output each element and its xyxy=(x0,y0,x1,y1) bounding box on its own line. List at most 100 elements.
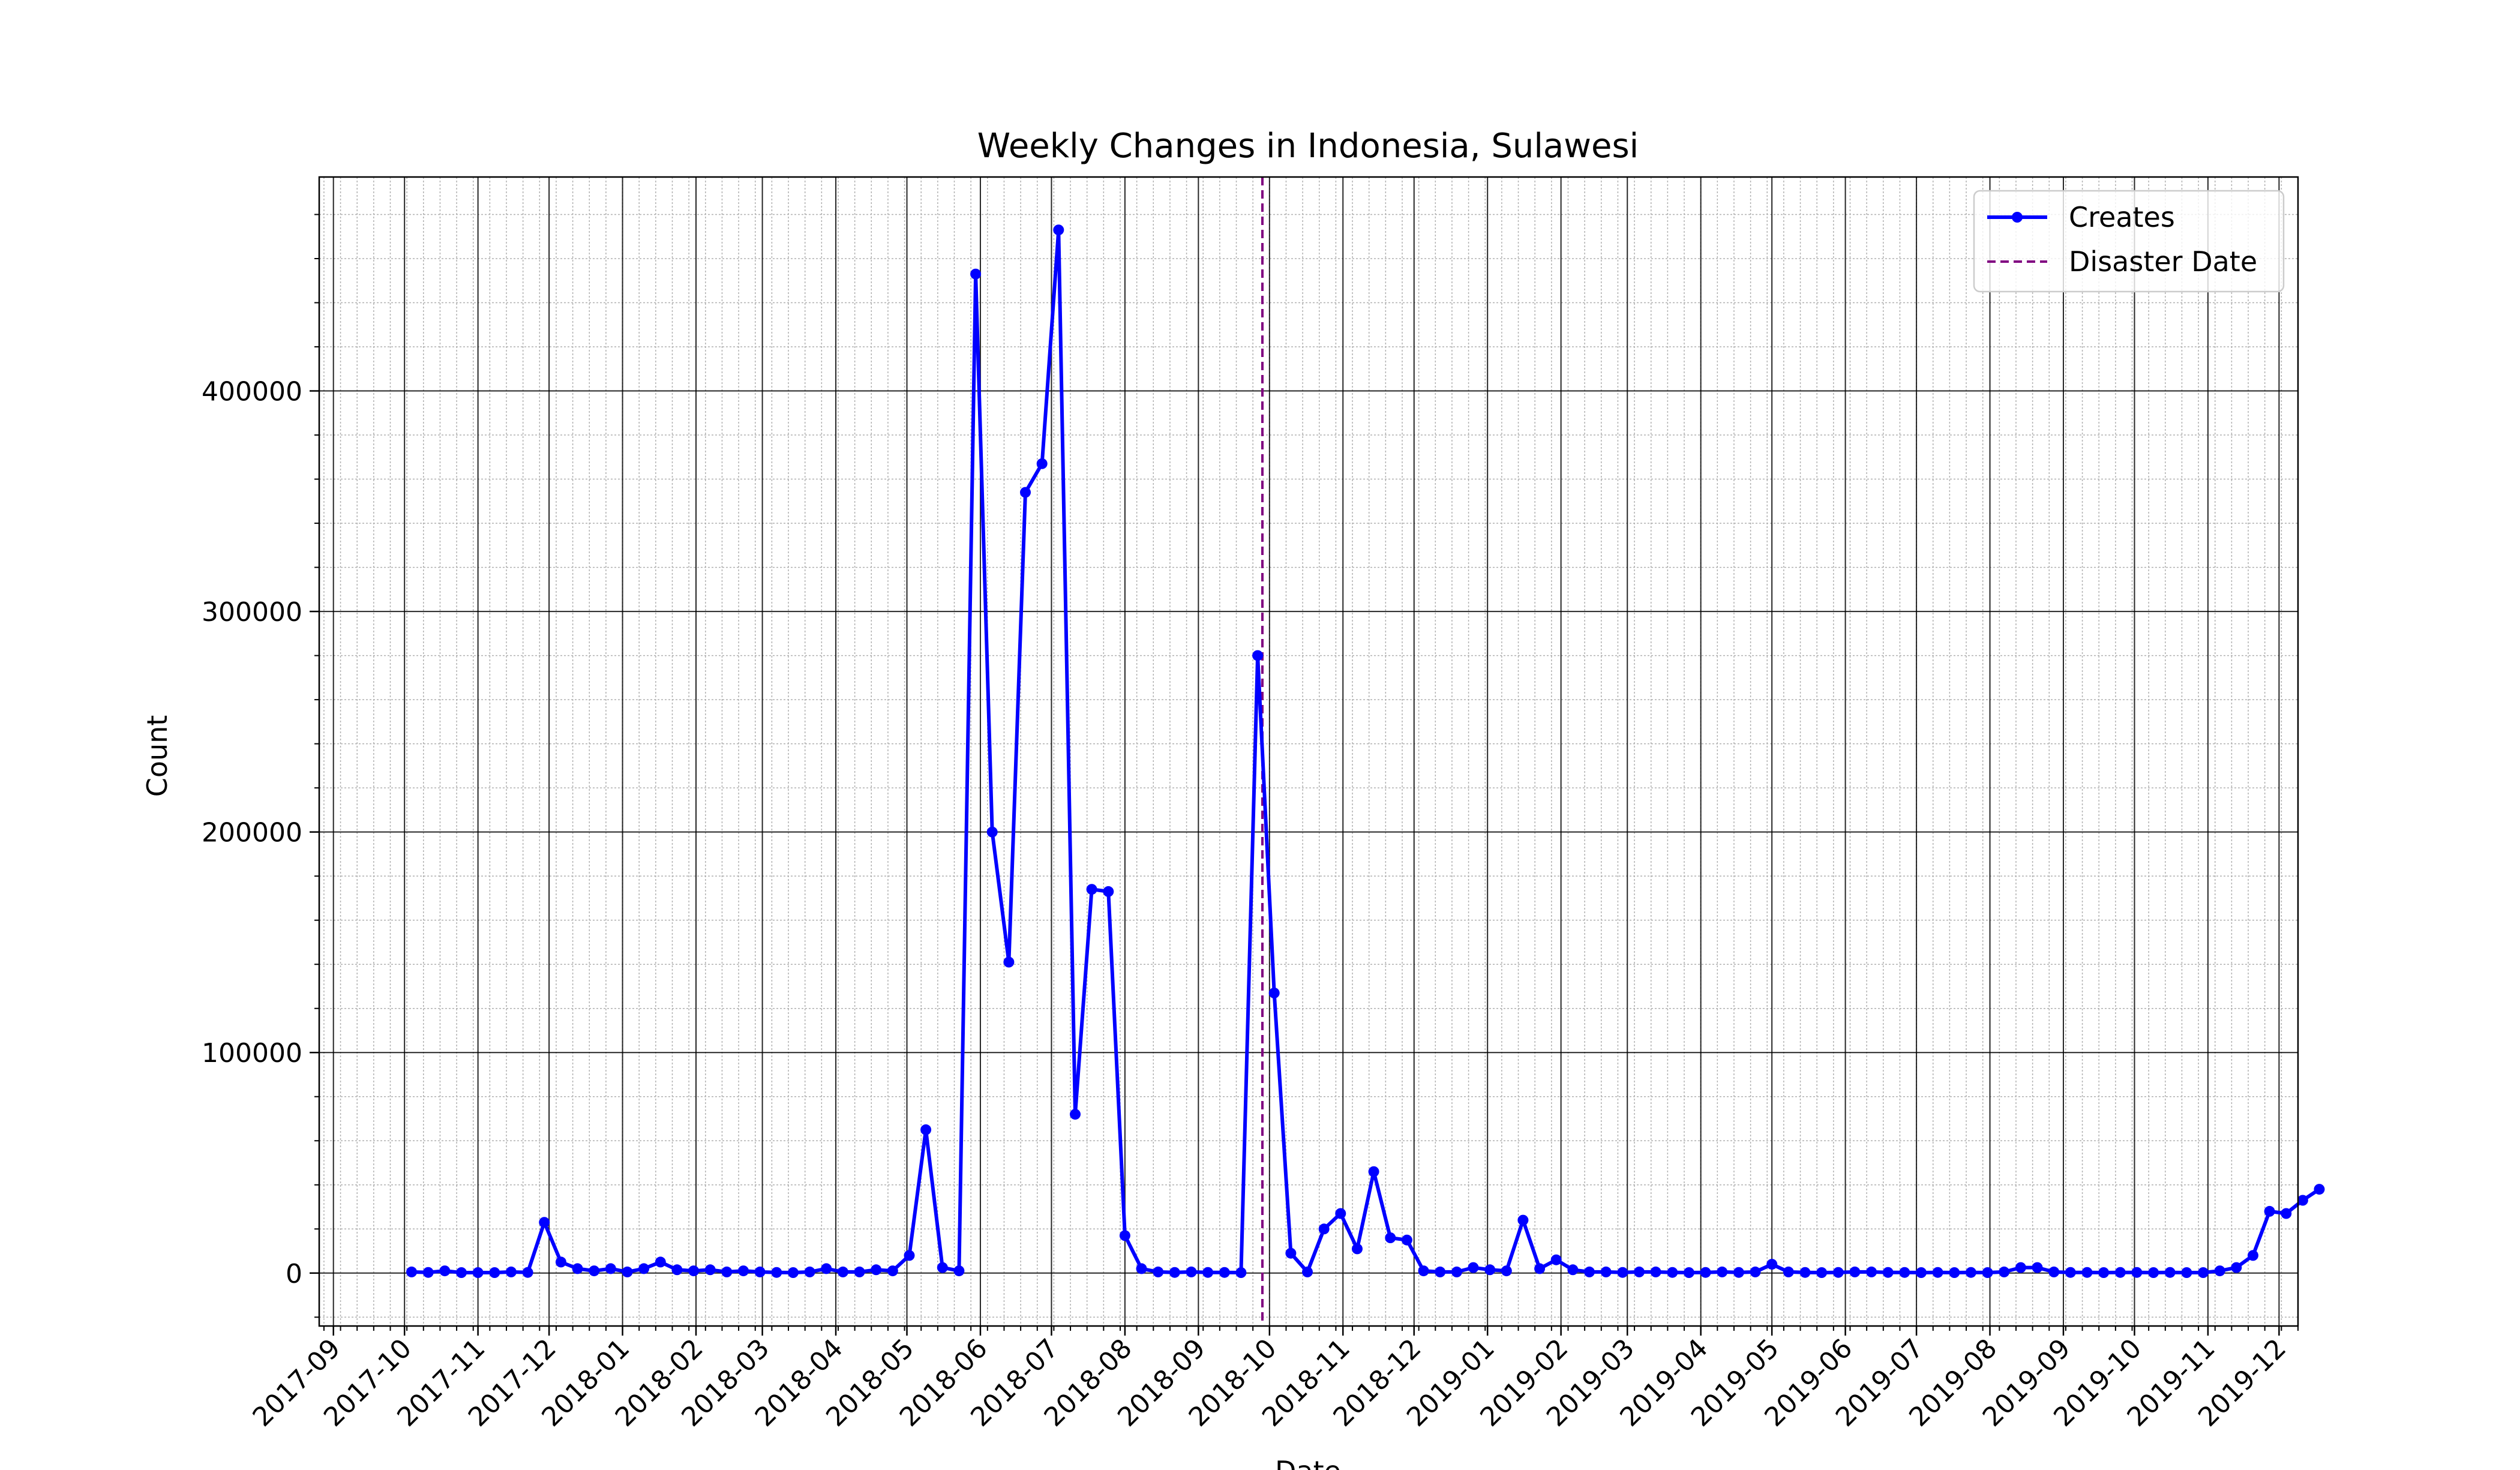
creates-data-point xyxy=(439,1265,451,1277)
creates-data-point xyxy=(2032,1262,2043,1273)
creates-data-point xyxy=(2114,1267,2126,1278)
creates-data-point xyxy=(555,1256,566,1268)
creates-data-point xyxy=(1202,1267,1214,1278)
creates-data-point xyxy=(970,268,982,280)
creates-data-point xyxy=(1600,1266,1612,1277)
creates-data-point xyxy=(804,1266,815,1277)
creates-data-point xyxy=(1003,956,1015,968)
creates-data-point xyxy=(2065,1267,2076,1278)
chart-title: Weekly Changes in Indonesia, Sulawesi xyxy=(977,127,1639,166)
creates-data-point xyxy=(2015,1262,2026,1273)
creates-data-point xyxy=(605,1263,616,1274)
creates-data-point xyxy=(1750,1266,1761,1277)
minor-grid xyxy=(319,177,2299,1326)
creates-data-point xyxy=(505,1266,517,1277)
creates-data-point xyxy=(721,1266,733,1277)
creates-data-point xyxy=(1318,1223,1330,1235)
creates-data-point xyxy=(1634,1266,1645,1277)
creates-data-point xyxy=(1866,1266,1877,1277)
creates-data-point xyxy=(406,1266,417,1277)
creates-data-point xyxy=(1783,1266,1794,1277)
plot-frame xyxy=(318,176,2299,1327)
creates-data-point xyxy=(1285,1247,1297,1259)
creates-data-point xyxy=(1484,1264,1496,1276)
creates-data-point xyxy=(2264,1205,2275,1217)
creates-data-point xyxy=(1219,1267,1230,1278)
legend-disaster-label: Disaster Date xyxy=(2069,245,2257,278)
creates-data-point xyxy=(2281,1208,2292,1219)
creates-data-point xyxy=(1252,650,1264,661)
legend-box xyxy=(1973,190,2285,293)
creates-data-point xyxy=(787,1267,799,1278)
creates-data-point xyxy=(854,1266,865,1277)
creates-data-point xyxy=(1849,1266,1861,1277)
creates-data-point xyxy=(1717,1266,1728,1277)
creates-data-point xyxy=(1517,1214,1529,1226)
creates-data-point xyxy=(589,1265,600,1277)
creates-data-point xyxy=(937,1262,948,1273)
creates-data-point xyxy=(1235,1267,1247,1278)
creates-data-point xyxy=(1949,1267,1960,1278)
creates-data-point xyxy=(1086,884,1097,895)
creates-data-point xyxy=(1352,1243,1363,1255)
creates-data-point xyxy=(1435,1266,1446,1277)
creates-data-point xyxy=(1103,886,1114,897)
creates-data-point xyxy=(1567,1264,1579,1276)
creates-data-point xyxy=(1020,487,1031,498)
creates-data-point xyxy=(1617,1267,1628,1278)
creates-data-point xyxy=(1733,1267,1744,1278)
creates-data-point xyxy=(688,1265,700,1277)
creates-data-point xyxy=(472,1267,484,1278)
creates-data-point xyxy=(1916,1267,1927,1278)
creates-data-point xyxy=(2214,1265,2225,1277)
y-tick-label: 300000 xyxy=(202,597,302,628)
x-axis-label: Date xyxy=(1275,1455,1341,1470)
creates-data-point xyxy=(1368,1166,1379,1177)
creates-data-point xyxy=(2081,1267,2093,1278)
series-layer xyxy=(406,224,2325,1278)
creates-data-point xyxy=(1036,458,1048,469)
creates-data-point xyxy=(572,1263,583,1274)
creates-data-point xyxy=(1153,1266,1164,1277)
legend-creates-label: Creates xyxy=(2069,201,2175,233)
creates-data-point xyxy=(1302,1266,1313,1277)
creates-data-point xyxy=(904,1250,915,1261)
creates-data-point xyxy=(704,1264,716,1276)
creates-data-point xyxy=(655,1256,666,1268)
creates-data-point xyxy=(638,1263,650,1274)
creates-data-point xyxy=(837,1266,848,1277)
creates-data-point xyxy=(1899,1267,1910,1278)
creates-data-point xyxy=(1070,1109,1081,1120)
creates-data-point xyxy=(1832,1267,1844,1278)
creates-data-point xyxy=(887,1265,898,1277)
legend: Creates Disaster Date xyxy=(1973,190,2285,293)
ticks-layer xyxy=(310,214,2299,1336)
creates-data-point xyxy=(1982,1267,1993,1278)
creates-data-point xyxy=(1932,1267,1943,1278)
creates-data-point xyxy=(2131,1267,2143,1278)
creates-data-point xyxy=(986,826,998,838)
y-tick-label: 400000 xyxy=(202,377,302,407)
creates-data-point xyxy=(1766,1259,1778,1270)
creates-data-point xyxy=(1335,1208,1346,1219)
creates-data-point xyxy=(1700,1267,1711,1278)
creates-data-point xyxy=(1451,1266,1462,1277)
creates-data-point xyxy=(2297,1195,2308,1206)
legend-creates-marker xyxy=(2012,212,2023,223)
creates-data-point xyxy=(1667,1267,1678,1278)
creates-data-point xyxy=(1965,1267,1976,1278)
creates-data-point xyxy=(920,1124,932,1135)
creates-data-point xyxy=(953,1265,965,1277)
creates-data-point xyxy=(2164,1267,2176,1278)
creates-data-point xyxy=(489,1267,500,1278)
creates-data-point xyxy=(522,1267,533,1278)
creates-data-point xyxy=(1169,1267,1180,1278)
creates-data-point xyxy=(2181,1267,2192,1278)
creates-data-point xyxy=(771,1267,782,1278)
major-grid xyxy=(319,177,2298,1326)
creates-data-point xyxy=(738,1265,749,1277)
creates-data-point xyxy=(871,1264,882,1276)
creates-data-point xyxy=(1650,1266,1661,1277)
creates-data-point xyxy=(622,1266,633,1277)
